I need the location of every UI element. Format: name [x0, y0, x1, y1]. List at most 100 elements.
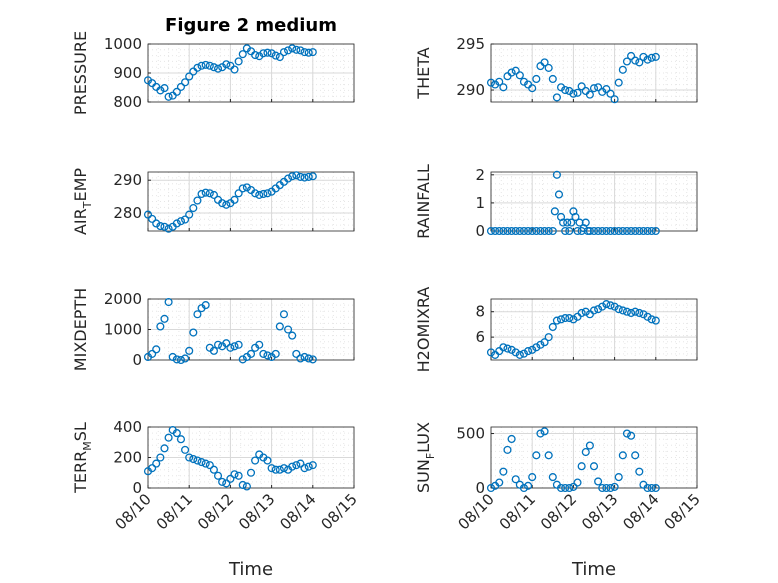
- data-point: [635, 308, 644, 318]
- data-point: [271, 51, 280, 60]
- data-point: [218, 477, 227, 486]
- data-point: [540, 58, 549, 67]
- x-tick-label: 08/15: [661, 490, 704, 533]
- data-point: [647, 483, 656, 493]
- subplot-theta: 290 295 THETA: [414, 35, 698, 104]
- data-point: [507, 434, 516, 444]
- data-point: [288, 172, 297, 181]
- data-point: [651, 52, 660, 61]
- data-point: [234, 57, 243, 66]
- data-point: [647, 53, 656, 62]
- data-point: [643, 55, 652, 64]
- data-point: [226, 474, 235, 483]
- data-point: [189, 204, 198, 213]
- data-point: [181, 78, 190, 87]
- data-point: [259, 49, 268, 58]
- data-point: [185, 72, 194, 81]
- data-point: [552, 316, 561, 325]
- data-point: [589, 226, 599, 236]
- x-tick-label: 08/12: [537, 490, 580, 533]
- data-point: [230, 342, 239, 351]
- x-tick-label: 08/11: [496, 490, 539, 533]
- data-point: [643, 312, 652, 321]
- data-point: [197, 458, 206, 467]
- subplot-air-temp: 280 290 AIRTEMP: [71, 168, 355, 235]
- data-point: [185, 210, 194, 219]
- data-point: [581, 218, 590, 227]
- data-point: [635, 467, 644, 476]
- data-point: [548, 226, 557, 236]
- data-point: [308, 172, 317, 181]
- data-point: [622, 307, 632, 316]
- x-tick-label: 08/12: [194, 490, 237, 533]
- data-point: [565, 226, 574, 236]
- data-point: [499, 343, 508, 352]
- data-point: [491, 226, 500, 236]
- series-markers: [486, 300, 660, 359]
- data-point: [292, 349, 301, 358]
- data-point: [251, 456, 260, 465]
- data-point: [614, 78, 623, 87]
- data-point: [528, 226, 537, 236]
- data-point: [651, 226, 660, 236]
- data-point: [292, 171, 301, 180]
- data-point: [164, 297, 173, 307]
- data-point: [242, 482, 251, 491]
- data-point: [205, 189, 214, 198]
- data-point: [222, 479, 231, 488]
- data-point: [614, 473, 623, 482]
- data-point: [296, 172, 305, 181]
- data-point: [300, 173, 309, 182]
- subplot-pressure: 800 900 1000 PRESSURE: [71, 31, 355, 115]
- data-point: [246, 349, 256, 358]
- data-point: [635, 58, 644, 67]
- y-axis-label-main: SUN: [414, 459, 433, 493]
- data-point: [536, 62, 545, 71]
- data-point: [308, 355, 317, 364]
- data-point: [193, 456, 202, 465]
- y-tick-label: 8: [475, 303, 485, 321]
- y-axis-label-rest: SL: [71, 422, 90, 441]
- data-point: [251, 189, 260, 198]
- data-point: [209, 346, 218, 355]
- data-point: [536, 340, 545, 349]
- x-tick-label: 08/14: [619, 490, 662, 533]
- data-point: [275, 52, 284, 62]
- data-point: [209, 63, 218, 72]
- data-point: [300, 48, 309, 57]
- y-tick-label: 1: [475, 194, 485, 212]
- axes-box: [490, 43, 698, 103]
- data-point: [308, 461, 317, 470]
- data-point: [622, 57, 632, 66]
- data-point: [602, 483, 611, 493]
- data-point: [259, 189, 268, 199]
- data-point: [185, 453, 194, 462]
- data-point: [238, 480, 247, 490]
- data-point: [589, 84, 599, 93]
- data-point: [275, 322, 284, 331]
- data-point: [548, 74, 557, 84]
- data-point: [511, 226, 520, 236]
- data-point: [589, 462, 599, 471]
- data-point: [201, 60, 210, 69]
- data-point: [263, 189, 272, 198]
- data-point: [259, 349, 268, 358]
- data-point: [197, 189, 206, 199]
- data-point: [238, 355, 247, 364]
- data-point: [651, 316, 660, 325]
- data-point: [577, 308, 586, 318]
- data-point: [618, 451, 627, 460]
- data-point: [581, 307, 590, 316]
- y-tick-label: 6: [475, 328, 485, 346]
- data-point: [507, 345, 516, 354]
- data-point: [209, 465, 218, 474]
- data-point: [499, 83, 508, 92]
- data-point: [561, 483, 570, 493]
- data-point: [614, 226, 623, 236]
- data-point: [503, 226, 512, 236]
- series-markers: [486, 51, 660, 104]
- y-tick-label: 290: [113, 171, 142, 189]
- data-point: [622, 429, 632, 438]
